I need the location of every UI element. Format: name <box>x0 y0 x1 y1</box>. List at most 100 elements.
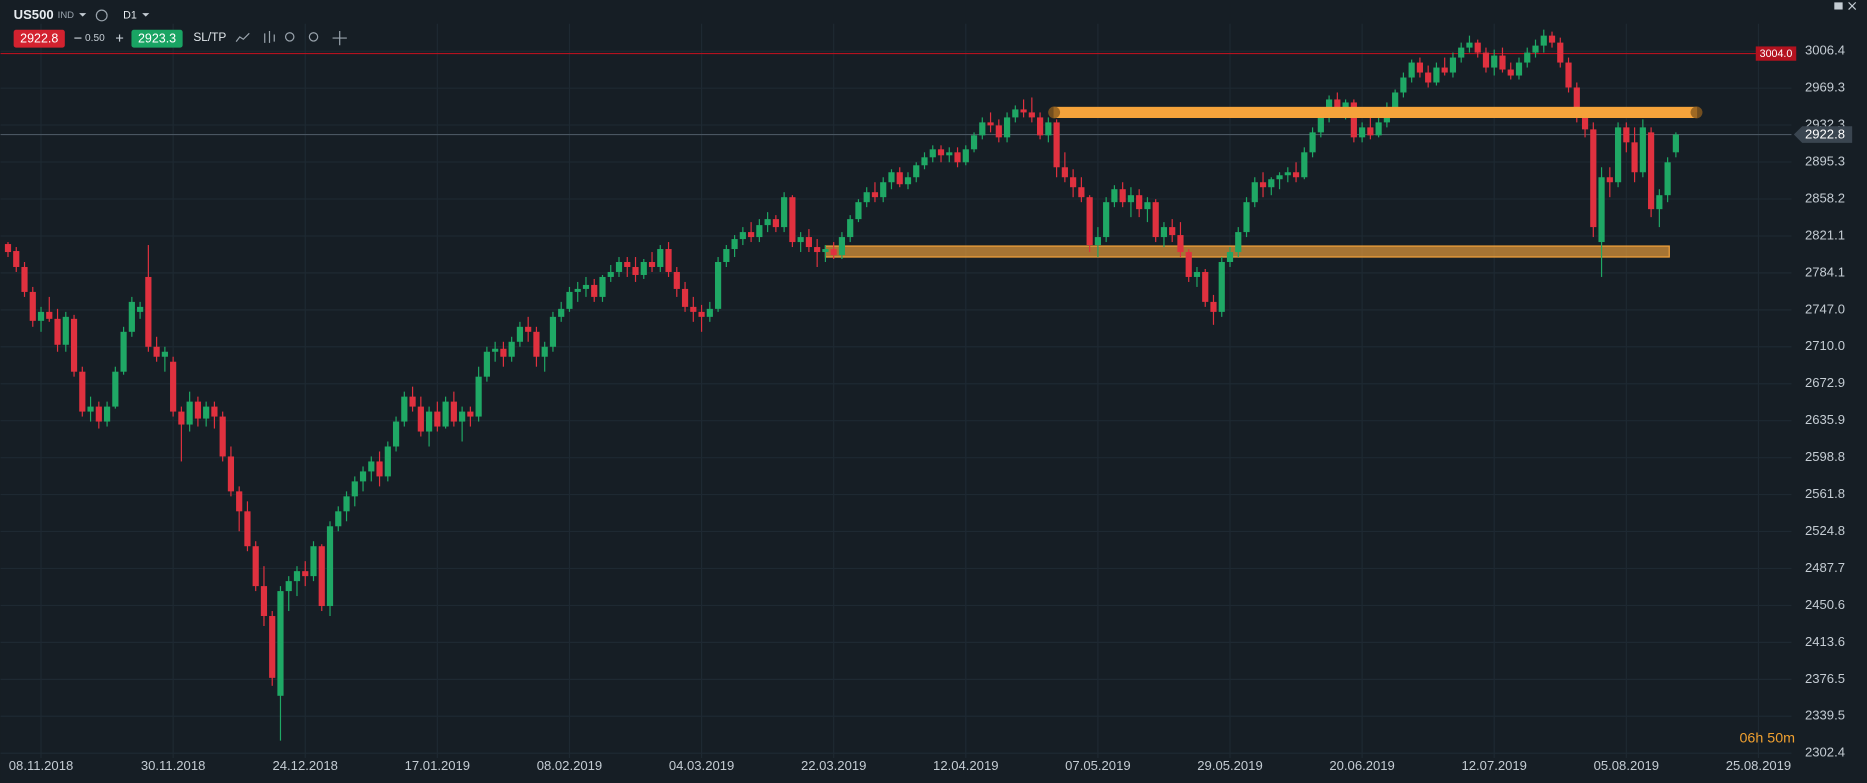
zoom-out-icon[interactable] <box>284 32 295 42</box>
candle-body <box>1656 195 1663 210</box>
candle-body <box>1367 127 1374 136</box>
candle-body <box>1565 62 1572 88</box>
candle-body <box>541 346 548 357</box>
x-tick-label: 30.11.2018 <box>141 758 205 773</box>
x-tick-label: 12.07.2019 <box>1461 758 1526 773</box>
candle-body <box>112 371 119 407</box>
candle-body <box>1193 271 1201 277</box>
candle-body <box>723 249 730 263</box>
candle-body <box>1482 52 1490 68</box>
candle-body <box>1548 35 1556 43</box>
candle-body <box>1045 122 1052 136</box>
candle-body <box>54 318 61 345</box>
zoom-in-icon[interactable] <box>308 32 319 42</box>
y-tick-label: 2487.7 <box>1805 560 1845 575</box>
candle-body <box>690 306 697 312</box>
candle-body <box>1003 117 1011 138</box>
candle-body <box>384 446 391 477</box>
candle-body <box>748 232 755 238</box>
candle-body <box>1458 47 1465 58</box>
candle-body <box>979 122 986 136</box>
candle-body <box>1086 197 1093 246</box>
y-tick-label: 2376.5 <box>1805 671 1845 686</box>
candle-body <box>483 351 490 377</box>
candle-body <box>1127 195 1135 203</box>
price-zone[interactable] <box>1053 106 1698 118</box>
candle-body <box>1342 102 1349 108</box>
countdown-timer: 06h 50m <box>1740 731 1796 747</box>
candle-body <box>368 461 375 472</box>
candle-body <box>269 616 276 678</box>
candle-body <box>1177 235 1184 253</box>
candle-body <box>293 571 301 582</box>
candle-body <box>467 411 474 417</box>
candle-body <box>79 371 86 412</box>
candle-body <box>764 219 771 226</box>
candle-body <box>285 581 292 592</box>
symbol[interactable]: US500 <box>14 7 54 22</box>
plus-icon[interactable] <box>115 34 124 42</box>
line-label-box <box>1755 46 1797 61</box>
candle-body <box>698 311 705 317</box>
candle-body <box>814 247 821 253</box>
candle-body <box>508 341 515 357</box>
ask-button[interactable] <box>131 29 183 48</box>
candle-body <box>359 471 367 482</box>
candle-body <box>871 192 879 198</box>
candle-body <box>789 197 796 243</box>
dropdown-arrow[interactable] <box>142 13 150 17</box>
timeframe[interactable]: D1 <box>123 9 137 21</box>
info-icon[interactable] <box>95 9 108 22</box>
candle-body <box>277 591 284 696</box>
candle-body <box>500 348 507 357</box>
candle-body <box>219 416 226 457</box>
candle-body <box>1103 202 1110 238</box>
chart-type-icon[interactable] <box>235 32 250 43</box>
zone-handle[interactable] <box>1690 106 1703 119</box>
crosshair-icon[interactable] <box>332 30 347 46</box>
candle-body <box>1012 109 1019 118</box>
candle-body <box>970 135 978 150</box>
candle-body <box>946 152 953 156</box>
candle-body <box>170 361 177 412</box>
candle-body <box>1144 202 1151 210</box>
y-tick-label: 2561.8 <box>1805 486 1845 501</box>
x-tick-label: 20.06.2019 <box>1329 758 1394 773</box>
price-zone[interactable] <box>824 245 1670 258</box>
candle-body <box>1507 69 1514 76</box>
candle-body <box>1119 189 1126 203</box>
candle-body <box>558 308 565 317</box>
candle-body <box>137 306 144 312</box>
y-tick-label: 2858.2 <box>1805 190 1845 205</box>
candle-body <box>1078 187 1085 198</box>
bid-button[interactable] <box>13 29 65 48</box>
candle-body <box>1499 55 1506 70</box>
candle-body <box>153 346 160 357</box>
price-label-box <box>1793 126 1853 143</box>
candle-body <box>830 249 837 256</box>
bid-price: 2922.8 <box>20 32 58 46</box>
indicators-icon[interactable] <box>264 30 275 43</box>
candle-body <box>681 288 689 307</box>
sltp-button[interactable]: SL/TP <box>193 30 226 44</box>
candle-body <box>1235 232 1242 253</box>
candle-body <box>302 571 309 577</box>
window-icon[interactable] <box>1834 2 1843 10</box>
candle-body <box>1160 227 1168 238</box>
candle-body <box>1218 262 1225 312</box>
ask-price: 2923.3 <box>138 32 176 46</box>
candle-body <box>781 197 788 228</box>
zone-handle[interactable] <box>1048 106 1061 119</box>
y-tick-label: 2598.8 <box>1805 449 1845 464</box>
y-tick-label: 2710.0 <box>1805 338 1845 353</box>
candle-body <box>29 291 36 321</box>
candle-body <box>409 396 416 407</box>
candle-body <box>211 406 218 417</box>
dropdown-arrow[interactable] <box>79 13 87 17</box>
candle-body <box>1375 122 1382 136</box>
close-icon[interactable] <box>1848 1 1857 10</box>
candle-body <box>227 456 235 492</box>
plot: 3006.42969.32932.32895.32858.22821.12784… <box>0 23 1853 773</box>
candle-body <box>1474 42 1481 53</box>
